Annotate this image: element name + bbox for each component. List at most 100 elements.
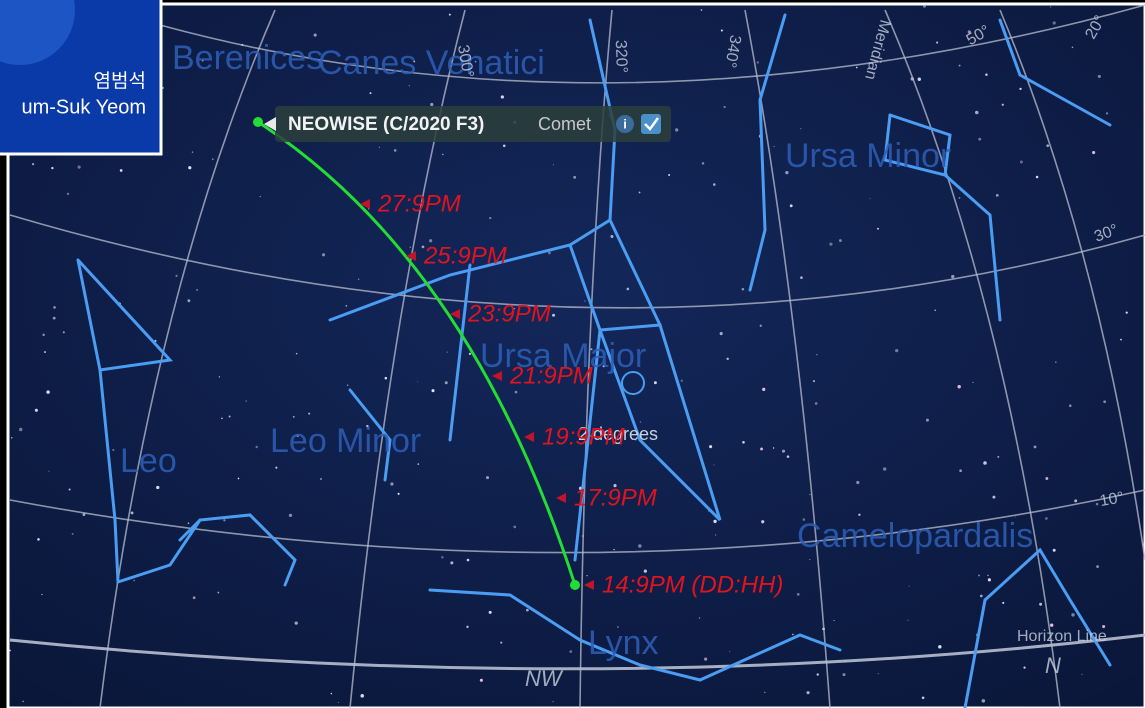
star — [921, 696, 925, 700]
star — [882, 467, 887, 471]
star — [1052, 21, 1056, 25]
star — [675, 128, 679, 132]
star — [51, 166, 54, 170]
star — [221, 417, 223, 420]
direction: N — [1045, 653, 1061, 678]
constellation-name: Lynx — [588, 624, 659, 662]
star — [1033, 445, 1037, 449]
con-line — [608, 218, 662, 327]
star — [19, 427, 23, 432]
star — [446, 351, 448, 353]
star — [1071, 46, 1074, 49]
star — [838, 239, 842, 242]
star — [345, 305, 348, 307]
star — [393, 149, 397, 152]
star — [1055, 361, 1057, 363]
alt-line — [159, 4, 1145, 84]
star — [479, 678, 483, 682]
grid-label: 10° — [1098, 489, 1125, 510]
star — [809, 559, 811, 561]
date-marker — [524, 432, 534, 442]
star — [715, 534, 717, 536]
star — [925, 418, 929, 422]
date-label: 19:9PM — [542, 423, 625, 450]
star — [223, 519, 226, 522]
con-line — [178, 518, 202, 542]
star — [978, 574, 980, 577]
check — [644, 117, 660, 131]
star — [958, 197, 961, 199]
checkbox[interactable] — [641, 114, 661, 134]
star — [255, 445, 258, 449]
star — [1045, 477, 1049, 480]
star — [698, 617, 701, 619]
star — [417, 463, 420, 465]
star — [1092, 150, 1096, 155]
star — [175, 274, 178, 277]
star — [1095, 502, 1099, 506]
constellation-name: Ursa Major — [480, 337, 646, 375]
star — [409, 246, 412, 249]
star — [390, 482, 394, 486]
logo-korean: 염범석 — [94, 70, 146, 92]
star — [218, 376, 221, 378]
object-label[interactable]: NEOWISE (C/2020 F3) Comet i — [264, 106, 671, 142]
star — [995, 194, 999, 197]
star — [584, 300, 586, 302]
constellation-name: Berenices — [172, 39, 323, 77]
star — [895, 349, 899, 353]
star — [833, 619, 835, 622]
star — [858, 513, 861, 516]
star — [450, 561, 454, 565]
star — [1050, 623, 1054, 627]
star — [369, 92, 372, 95]
grid-label: 300° — [454, 43, 477, 79]
label-box — [275, 106, 671, 142]
star — [502, 144, 506, 148]
info-icon[interactable] — [616, 115, 634, 133]
star — [1071, 613, 1075, 617]
az-line — [99, 9, 276, 708]
star — [639, 421, 641, 423]
star — [330, 692, 333, 695]
star — [856, 480, 860, 485]
star — [430, 102, 434, 107]
star — [643, 569, 647, 573]
star — [934, 309, 937, 312]
star — [719, 332, 723, 336]
logo: 염범석 um-Suk Yeom — [0, 0, 163, 156]
star — [590, 434, 594, 438]
date-marker — [360, 199, 370, 209]
star — [792, 633, 794, 636]
star — [212, 158, 214, 160]
con-line — [568, 243, 722, 522]
star — [781, 449, 786, 453]
star — [796, 593, 800, 596]
star — [133, 579, 135, 582]
con-line — [998, 18, 1112, 127]
star — [228, 415, 231, 418]
star — [1039, 602, 1043, 606]
az-line — [884, 9, 1061, 708]
constellation-name: Camelopardalis — [797, 517, 1033, 555]
object-type: Comet — [538, 114, 591, 134]
alt-line — [9, 214, 1145, 309]
horizon-label: Horizon Line — [1017, 628, 1107, 645]
star — [626, 287, 630, 291]
star — [967, 30, 971, 34]
star — [526, 608, 529, 612]
star — [638, 544, 642, 548]
con-line — [748, 13, 787, 292]
star — [547, 251, 551, 255]
star — [586, 574, 588, 577]
star — [1081, 673, 1083, 675]
star — [723, 105, 726, 109]
star — [806, 691, 810, 695]
star — [514, 308, 516, 310]
direction: NW — [525, 666, 564, 691]
star — [48, 470, 50, 472]
logo-name: um-Suk Yeom — [21, 96, 146, 118]
star — [1019, 160, 1023, 164]
star — [983, 461, 987, 465]
